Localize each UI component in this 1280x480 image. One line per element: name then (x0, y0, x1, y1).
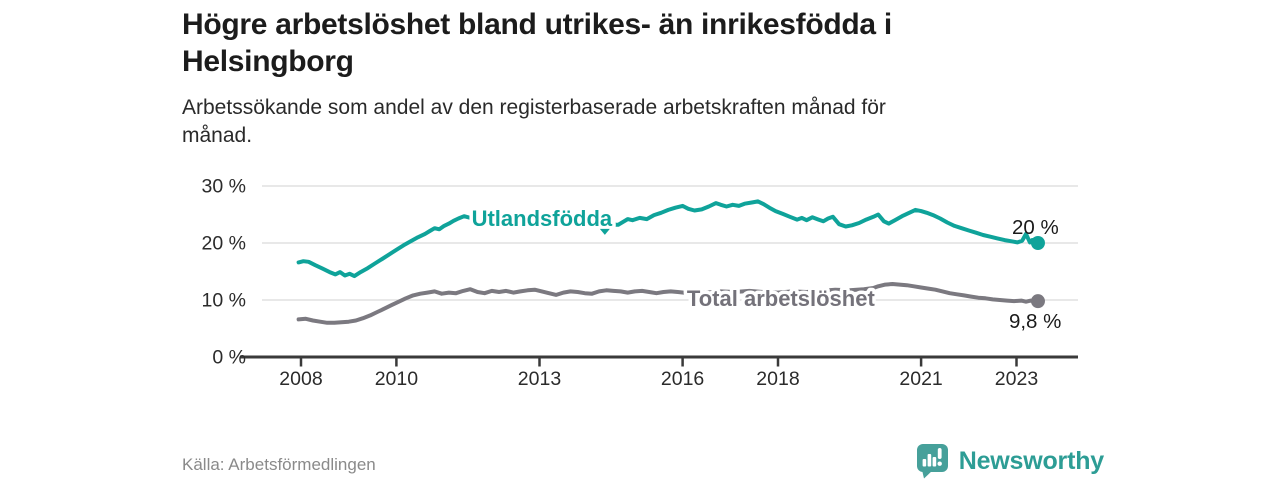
source-note: Källa: Arbetsförmedlingen (182, 455, 376, 474)
y-tick-label-30: 30 % (202, 176, 246, 198)
series-label-total-arbetsl-shet: Total arbetslöshet (687, 286, 876, 311)
chart-title: Högre arbetslöshet bland utrikes- än inr… (182, 6, 1162, 80)
chart-title-line-1: Högre arbetslöshet bland utrikes- än inr… (182, 8, 892, 41)
chart-subtitle-line-1: Arbetssökande som andel av den registerb… (182, 96, 886, 119)
series-end-dot-utlandsf-dda (1030, 236, 1045, 250)
end-value-label-utlandsf-dda: 20 % (1012, 216, 1059, 239)
newsworthy-logo: Newsworthy (916, 443, 1104, 479)
series-end-dot-total-arbetsl-shet (1030, 294, 1045, 309)
series-label-utlandsf-dda: Utlandsfödda (472, 206, 613, 231)
chart-title-line-2: Helsingborg (182, 45, 354, 78)
chart-header: Högre arbetslöshet bland utrikes- än inr… (182, 6, 1162, 150)
chart-subtitle-line-2: månad. (182, 124, 253, 147)
x-tick-label-2023: 2023 (995, 368, 1038, 390)
newsworthy-logo-text: Newsworthy (958, 446, 1104, 475)
newsworthy-bar-chart-bubble-icon (916, 444, 948, 479)
x-tick-label-2016: 2016 (661, 368, 704, 390)
y-tick-label-0: 0 % (212, 347, 246, 369)
x-tick-label-2021: 2021 (899, 368, 942, 390)
series-label-caret-utlandsf-dda (599, 228, 610, 235)
end-value-label-total-arbetsl-shet: 9,8 % (1009, 310, 1061, 333)
series-line-total-arbetsl-shet (296, 282, 1040, 325)
y-tick-label-10: 10 % (202, 290, 246, 312)
x-tick-label-2010: 2010 (375, 368, 419, 390)
y-tick-label-20: 20 % (202, 233, 246, 255)
x-tick-label-2018: 2018 (756, 368, 799, 390)
x-tick-label-2008: 2008 (279, 368, 322, 390)
series-line-utlandsf-dda (296, 199, 1040, 279)
x-tick-label-2013: 2013 (518, 368, 561, 390)
chart-subtitle: Arbetssökande som andel av den registerb… (182, 94, 1162, 150)
